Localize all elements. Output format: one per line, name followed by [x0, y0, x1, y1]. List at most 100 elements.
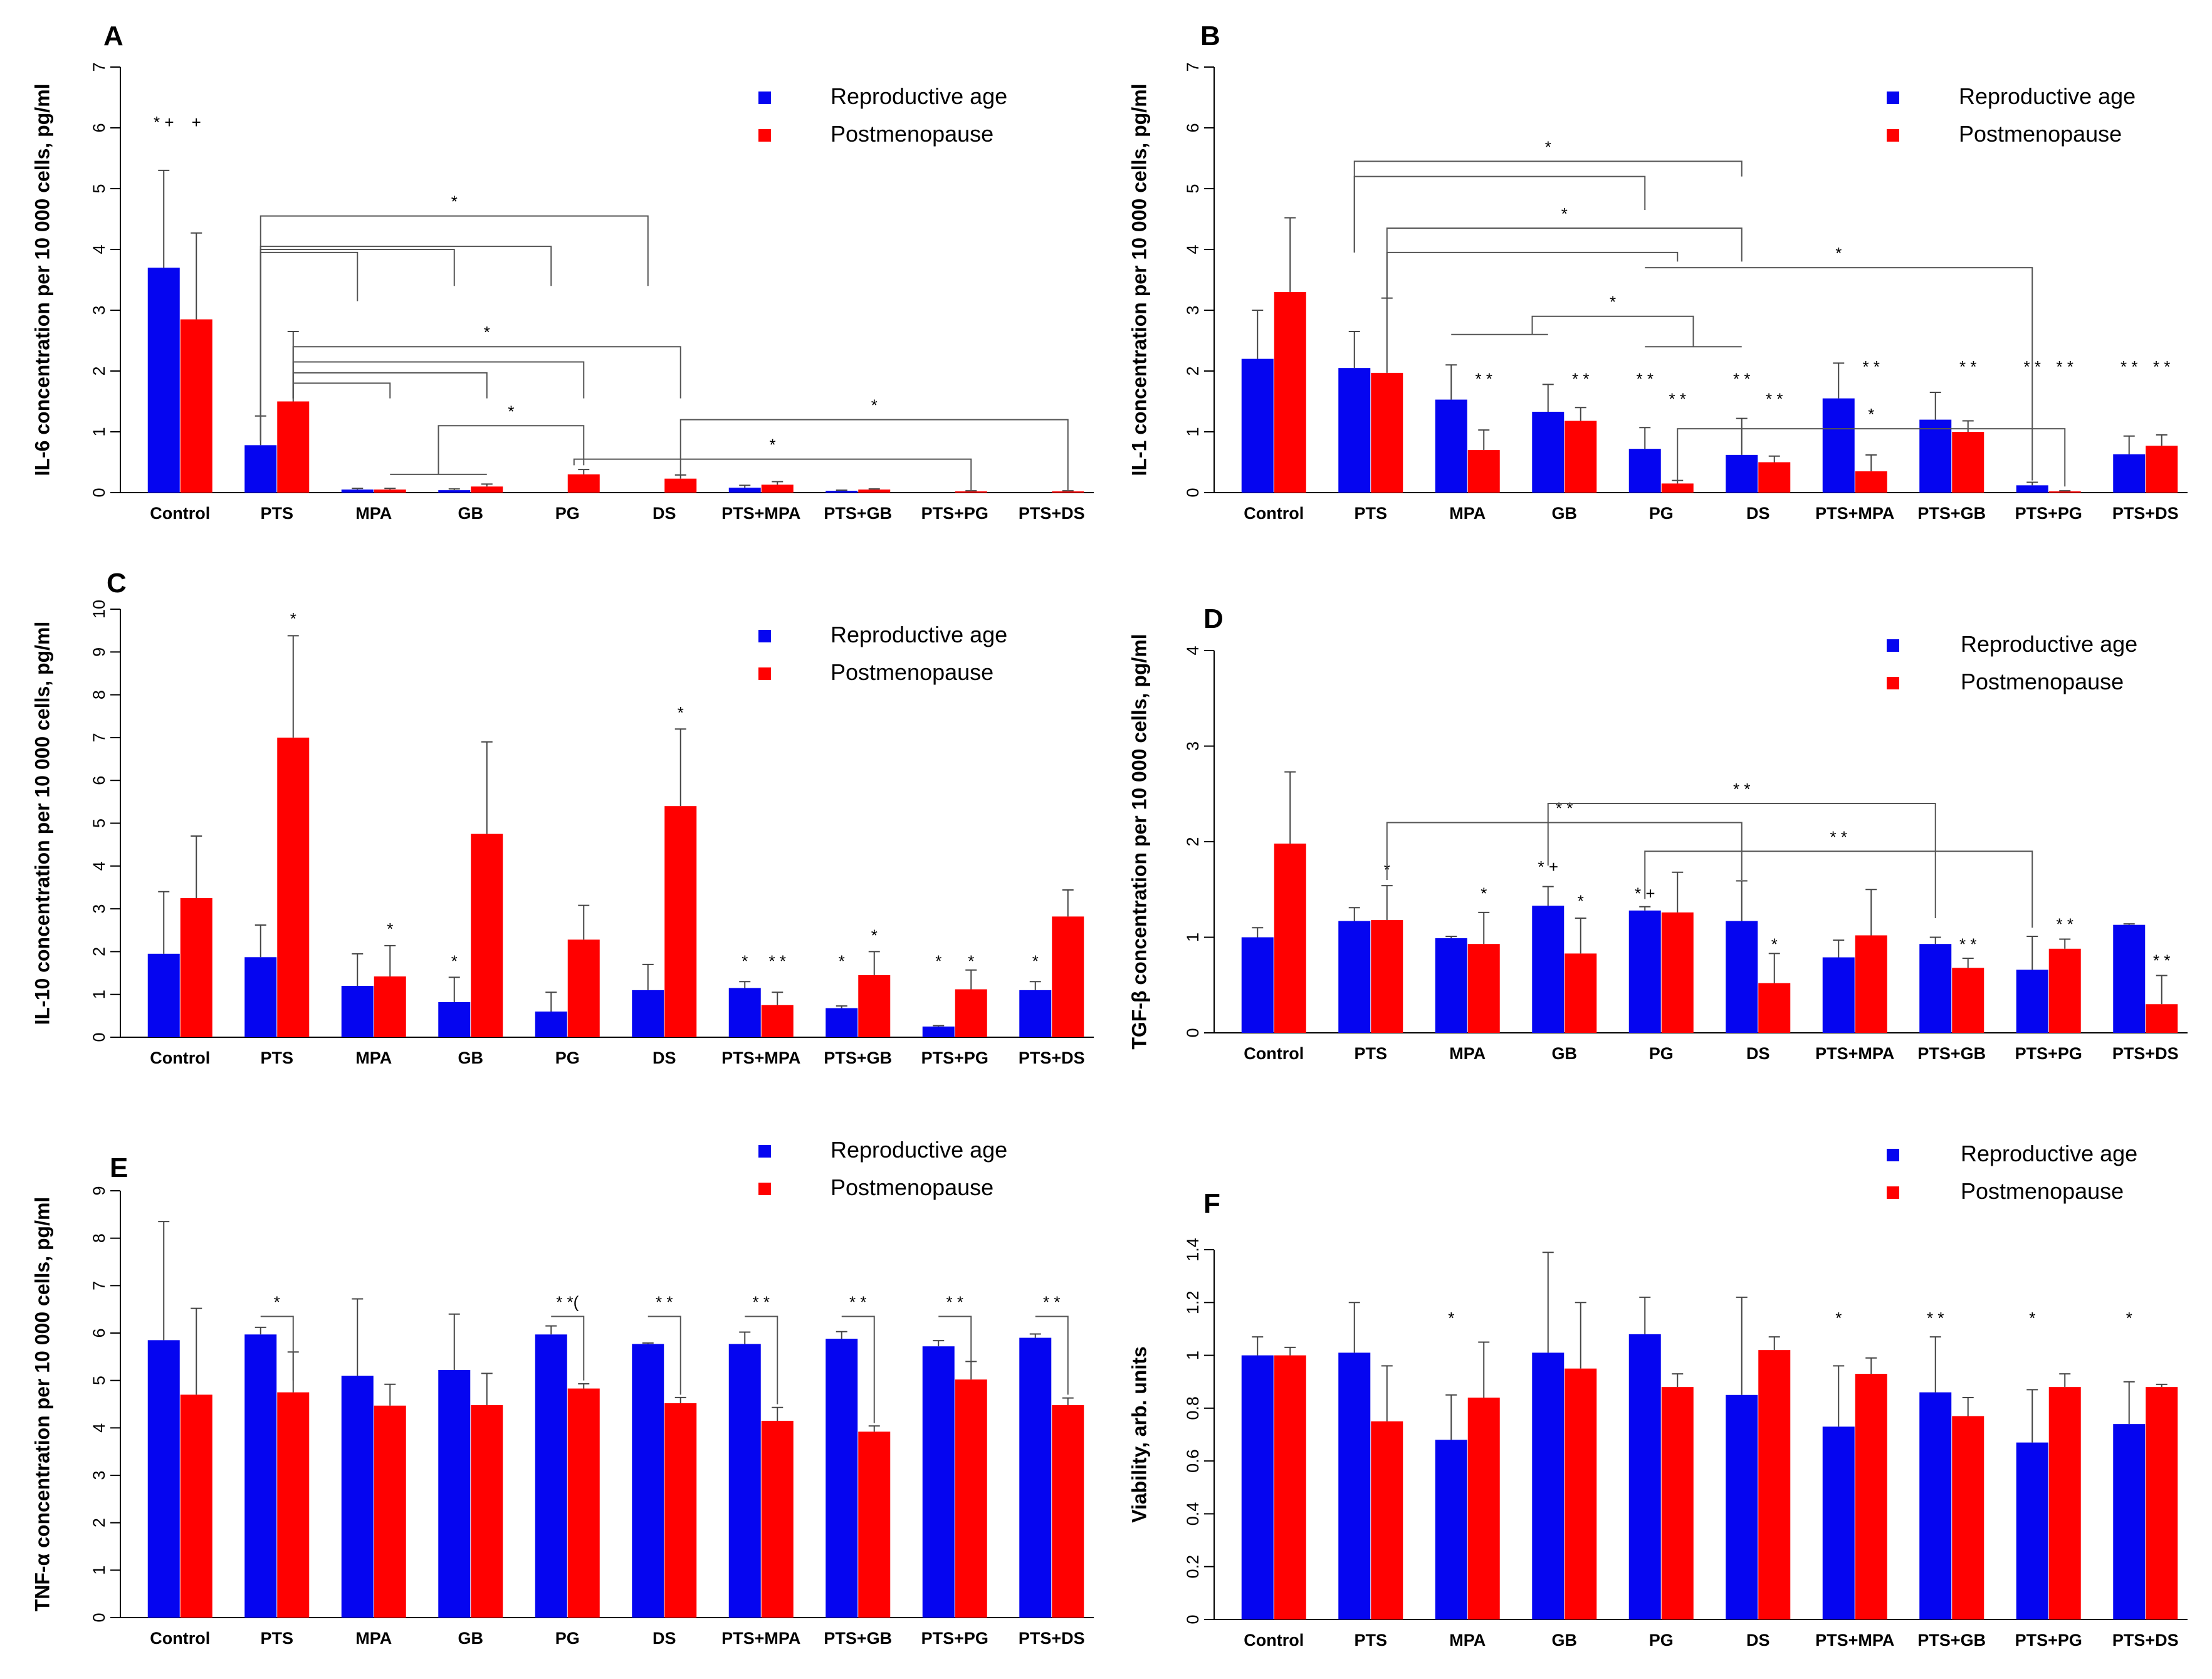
significance-mark: * * [1863, 357, 1880, 376]
bar-postmenopause [955, 491, 987, 493]
significance-bracket [841, 1315, 875, 1423]
x-tick-label: DS [653, 504, 676, 523]
y-tick-label: 7 [90, 1281, 108, 1290]
legend-label-postmenopause: Postmenopause [1961, 1178, 2124, 1204]
bar-reproductive [632, 1344, 664, 1618]
bar-postmenopause [2146, 1004, 2178, 1033]
bar-postmenopause [567, 1388, 600, 1618]
x-tick-label: PTS [260, 1629, 293, 1648]
significance-bracket [1353, 160, 1743, 253]
bar-reproductive [438, 490, 471, 493]
bar-reproductive [922, 1026, 955, 1037]
legend-label-postmenopause: Postmenopause [1959, 121, 2122, 147]
bracket-mark: * [484, 323, 490, 342]
y-axis-label: IL-1 concentration per 10 000 cells, pg/… [1128, 84, 1150, 476]
legend-label-reproductive: Reproductive age [831, 83, 1007, 109]
bar-reproductive [244, 1334, 277, 1618]
significance-mark: * * [2057, 914, 2073, 933]
bar-reproductive [1435, 399, 1467, 493]
x-tick-label: PTS [260, 1049, 293, 1067]
bar-reproductive [1338, 368, 1371, 493]
significance-bracket [292, 361, 585, 399]
x-tick-label: PTS+DS [1019, 1049, 1085, 1067]
significance-mark: * [935, 951, 941, 970]
significance-mark: * [290, 609, 296, 628]
bar-reproductive [2016, 485, 2048, 493]
y-tick-label: 7 [90, 733, 108, 742]
x-tick-label: GB [1552, 1631, 1578, 1650]
bar-reproductive [728, 988, 761, 1037]
bar-postmenopause [1565, 953, 1597, 1033]
legend-swatch-postmenopause [1887, 129, 1899, 142]
significance-mark: + [192, 113, 201, 132]
bar-postmenopause [471, 486, 503, 493]
bar-postmenopause [664, 478, 697, 493]
legend-label-postmenopause: Postmenopause [1961, 669, 2124, 694]
significance-mark: * [1771, 934, 1778, 953]
x-tick-label: DS [1746, 504, 1770, 523]
x-tick-label: PTS [1354, 1044, 1387, 1063]
legend-swatch-postmenopause [758, 667, 771, 680]
bar-reproductive [2016, 1442, 2048, 1619]
significance-mark: * [839, 951, 845, 970]
legend-swatch-reproductive [1887, 639, 1899, 652]
legend-swatch-reproductive [1887, 92, 1899, 104]
bracket-mark: * * [1043, 1293, 1060, 1312]
x-tick-label: GB [458, 504, 484, 523]
y-tick-label: 5 [90, 184, 108, 193]
bracket-mark: * [274, 1293, 280, 1312]
bar-postmenopause [2048, 1387, 2081, 1619]
y-tick-label: 4 [90, 861, 108, 871]
y-tick-label: 4 [1183, 244, 1202, 254]
legend-label-postmenopause: Postmenopause [831, 121, 993, 147]
bar-postmenopause [1758, 1350, 1791, 1619]
x-tick-label: MPA [1449, 504, 1486, 523]
significance-mark: * * [1959, 357, 1976, 376]
y-tick-label: 0.6 [1183, 1449, 1202, 1473]
panel-letter: D [1203, 604, 1224, 634]
bar-reproductive [438, 1370, 471, 1618]
bar-reproductive [1822, 398, 1855, 493]
x-tick-label: PTS+MPA [721, 1049, 800, 1067]
legend-label-reproductive: Reproductive age [1961, 631, 2137, 657]
bracket-mark: * [451, 192, 458, 211]
bar-reproductive [1241, 358, 1274, 493]
x-tick-label: PG [1649, 1631, 1674, 1650]
significance-mark: * * [2153, 357, 2170, 376]
y-tick-label: 2 [90, 366, 108, 375]
bracket-mark: * [508, 402, 514, 421]
bar-reproductive [632, 990, 664, 1037]
y-axis-label: IL-10 concentration per 10 000 cells, pg… [31, 622, 53, 1025]
legend-label-reproductive: Reproductive age [1961, 1141, 2137, 1166]
bracket-mark: * * [849, 1293, 866, 1312]
y-tick-label: 0 [1183, 488, 1202, 497]
bar-postmenopause [955, 1379, 987, 1618]
bar-reproductive [1435, 938, 1467, 1033]
x-tick-label: PTS+MPA [1815, 1044, 1894, 1063]
significance-mark: * [451, 951, 458, 970]
legend: Reproductive age Postmenopause [1887, 1141, 2137, 1204]
significance-bracket [1547, 803, 1936, 918]
bracket-mark: * *( [556, 1293, 579, 1312]
y-tick-label: 3 [1183, 741, 1202, 751]
x-tick-label: PTS+DS [1019, 504, 1085, 523]
x-tick-label: GB [1552, 504, 1578, 523]
bar-postmenopause [1371, 1421, 1403, 1619]
bar-reproductive [1241, 1355, 1274, 1619]
bracket-mark: * * [1556, 799, 1573, 818]
y-tick-label: 0.4 [1183, 1502, 1202, 1526]
bar-postmenopause [858, 975, 891, 1037]
x-tick-label: DS [653, 1049, 676, 1067]
bar-postmenopause [180, 898, 212, 1037]
significance-mark: * [1032, 951, 1039, 970]
significance-bracket [1353, 175, 1646, 253]
significance-bracket [1644, 850, 2033, 928]
bar-postmenopause [1274, 844, 1306, 1033]
y-tick-label: 3 [90, 305, 108, 315]
bar-reproductive [147, 1340, 180, 1618]
x-tick-label: PTS+GB [1917, 504, 1986, 523]
significance-mark: * [678, 703, 684, 722]
bar-reproductive [2016, 970, 2048, 1033]
x-tick-label: Control [150, 1049, 210, 1067]
y-tick-label: 2 [1183, 837, 1202, 846]
